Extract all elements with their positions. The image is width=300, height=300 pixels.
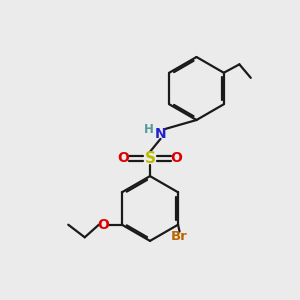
Text: O: O bbox=[118, 152, 130, 165]
Text: N: N bbox=[155, 127, 166, 140]
Text: S: S bbox=[145, 151, 155, 166]
Text: Br: Br bbox=[171, 230, 188, 243]
Text: H: H bbox=[144, 123, 154, 136]
Text: O: O bbox=[98, 218, 109, 232]
Text: O: O bbox=[170, 152, 182, 165]
